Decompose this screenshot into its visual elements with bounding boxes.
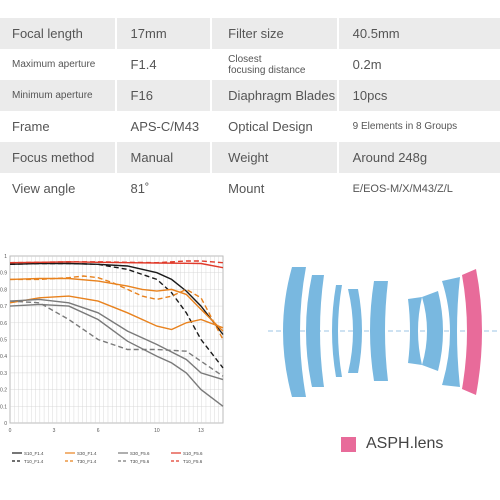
y-tick-label: 0.8 <box>0 287 7 293</box>
series-line <box>9 303 224 407</box>
y-tick-label: 0.2 <box>0 388 7 394</box>
spec-table: Focal length 17mm Filter size 40.5mm Max… <box>0 18 500 204</box>
lens-element-4 <box>348 289 362 373</box>
spec-row-focal-length: Focal length 17mm Filter size 40.5mm <box>0 18 500 49</box>
spec-label: Frame <box>12 119 50 134</box>
y-tick-label: 0.1 <box>0 404 7 410</box>
spec-value: E/EOS-M/X/M43/Z/L <box>352 182 453 195</box>
spec-value: 10pcs <box>338 80 500 111</box>
spec-value: F16 <box>116 80 211 111</box>
lens-element-7 <box>422 291 443 371</box>
spec-value: F1.4 <box>130 57 157 72</box>
legend-label: S30_F5.6 <box>130 451 150 456</box>
lens-diagram <box>268 267 498 397</box>
spec-value: Around 248g <box>338 142 500 173</box>
asph-legend: ASPH.lens <box>341 435 443 453</box>
legend-label: T10_F5.6 <box>183 459 203 464</box>
x-tick-label: 0 <box>9 428 12 434</box>
spec-label: View angle <box>12 181 76 196</box>
spec-label: Mount <box>228 181 265 196</box>
y-tick-label: 0.4 <box>0 354 7 360</box>
series-line <box>9 261 224 269</box>
spec-label-line: Closest <box>228 53 262 65</box>
spec-row-max-aperture: Maximum aperture F1.4 Closest focusing d… <box>0 49 500 80</box>
spec-value: 17mm <box>116 18 211 49</box>
spec-label: Minimum aperture <box>0 80 115 111</box>
series-line <box>10 275 224 340</box>
spec-value: Manual <box>116 142 211 173</box>
spec-row-min-aperture: Minimum aperture F16 Diaphragm Blades 10… <box>0 80 500 111</box>
lens-element-2 <box>306 275 324 387</box>
spec-value: 9 Elements in 8 Groups <box>352 121 458 132</box>
spec-label-line: focusing distance <box>228 64 306 76</box>
spec-row-focus-method: Focus method Manual Weight Around 248g <box>0 142 500 173</box>
spec-label: Focus method <box>0 142 115 173</box>
spec-label: Optical Design <box>228 119 313 134</box>
x-tick-label: 13 <box>198 428 204 434</box>
spec-label: Focal length <box>0 18 115 49</box>
y-tick-label: 0.7 <box>0 304 7 310</box>
y-tick-label: 0 <box>4 421 7 427</box>
spec-label: Filter size <box>212 18 337 49</box>
y-tick-label: 0.5 <box>0 338 7 344</box>
lens-element-6 <box>408 297 422 365</box>
x-tick-label: 3 <box>53 428 56 434</box>
lens-element-3 <box>332 285 342 377</box>
spec-label: Maximum aperture <box>12 59 96 70</box>
series-line <box>9 262 224 369</box>
spec-value: 81˚ <box>130 181 150 196</box>
legend-label: S10_F1.4 <box>24 451 44 456</box>
spec-label-multiline: Closest focusing distance <box>212 49 337 80</box>
spec-row-view-angle: View angle 81˚ Mount E/EOS-M/X/M43/Z/L <box>0 173 500 204</box>
y-tick-label: 0.9 <box>0 271 7 277</box>
spec-value: 0.2m <box>352 57 382 72</box>
asph-legend-label: ASPH.lens <box>366 435 444 452</box>
x-tick-label: 6 <box>97 428 100 434</box>
spec-value: 40.5mm <box>338 18 500 49</box>
series-line <box>9 298 224 381</box>
spec-label: Diaphragm Blades <box>212 80 337 111</box>
legend-label: T30_F5.6 <box>130 459 150 464</box>
spec-row-frame: Frame APS-C/M43 Optical Design 9 Element… <box>0 111 500 142</box>
asph-swatch <box>341 436 356 452</box>
x-tick-label: 10 <box>154 428 160 434</box>
series-line <box>9 260 224 264</box>
series-line <box>9 295 224 331</box>
y-tick-label: 1 <box>4 254 7 260</box>
legend-label: S10_F5.6 <box>183 451 203 456</box>
lens-element-5 <box>370 281 388 381</box>
spec-label: Weight <box>212 142 337 173</box>
asph-lens-element <box>462 269 482 395</box>
y-tick-label: 0.6 <box>0 321 7 327</box>
series-line <box>9 300 224 377</box>
lens-element-1 <box>283 267 306 397</box>
y-tick-label: 0.3 <box>0 371 7 377</box>
lens-element-8 <box>442 277 460 387</box>
legend-label: T30_F1.4 <box>77 459 97 464</box>
spec-value: APS-C/M43 <box>130 119 200 134</box>
legend-label: S30_F1.4 <box>77 451 97 456</box>
mtf-chart: 00.10.20.30.40.50.60.70.80.910 3 6 10 13S10_… <box>0 254 224 464</box>
legend-label: T10_F1.4 <box>24 459 44 464</box>
